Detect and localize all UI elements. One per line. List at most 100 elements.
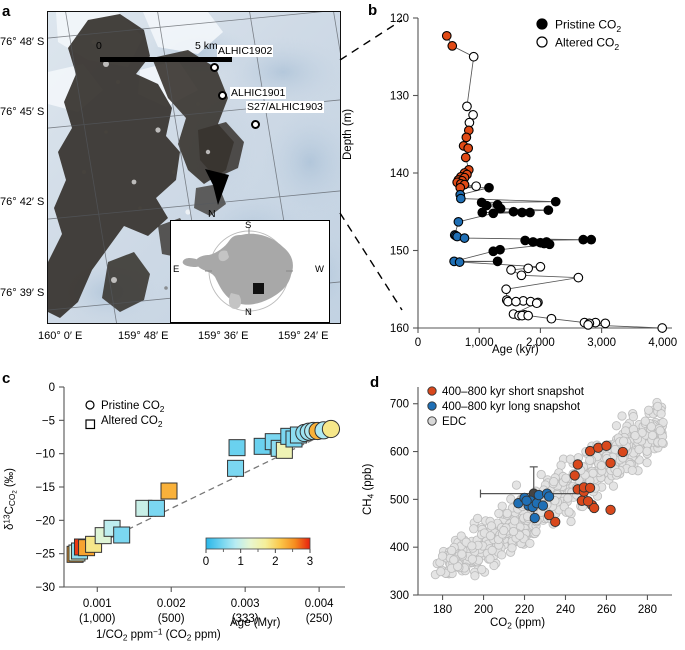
panel-d-legend: 400–800 kyr short snapshot 400–800 kyr lo… <box>427 386 585 428</box>
panel-c-ytick-3: −15 <box>35 482 55 494</box>
lon-label-3: 159° 24′ E <box>278 330 329 342</box>
panel-c-ytick-6: −30 <box>35 582 55 594</box>
panel-d-plot[interactable]: 300 400 500 600 700 180 200 220 240 260 280 400–800… <box>360 365 685 650</box>
panel-d-yaxis-title: CH4 (ppb) <box>362 464 375 515</box>
panel-d-ytick-0: 300 <box>390 590 409 602</box>
panel-d-xtick-3: 240 <box>556 604 575 616</box>
panel-b-axes: 120 130 140 150 160 0 1,000 2,000 3,000 4,000 <box>390 13 677 349</box>
panel-b-legend-marker-1 <box>536 36 548 48</box>
colorbar-tick-3: 3 <box>307 556 313 568</box>
panel-c-xtick-sub-0: (1,000) <box>79 613 116 625</box>
panel-c-legend-label-1: Altered CO2 <box>101 415 163 429</box>
panel-d-ytick-3: 600 <box>390 447 409 459</box>
panel-b-ytick-3: 150 <box>390 246 409 258</box>
lat-label-3: 76° 39′ S <box>0 287 45 299</box>
panel-c-colorbar[interactable]: 0 1 2 3 <box>203 537 313 568</box>
panel-b-plot[interactable]: 120 130 140 150 160 0 1,000 2,000 3,000 4,000 Pris… <box>360 0 685 365</box>
colorbar-tick-0: 0 <box>203 556 209 568</box>
scalebar-label-right: 5 km <box>195 40 218 52</box>
panel-c-xtick-sub-2: (333) <box>232 613 259 625</box>
north-arrow-label: N <box>208 208 216 220</box>
inset-direction-left: E <box>173 264 180 275</box>
colorbar-tick-2: 2 <box>272 556 278 568</box>
panel-c-xaxis-title: 1/CO2 ppm−1 (CO2 ppm) <box>96 627 221 642</box>
panel-b-ytick-4: 160 <box>390 323 409 335</box>
panel-c-xtick-sub-3: (250) <box>306 613 333 625</box>
panel-c-ytick-1: −5 <box>42 415 55 427</box>
panel-a-label: a <box>2 3 11 20</box>
panel-b-xaxis-title: Age (kyr) <box>492 344 539 356</box>
panel-b-xtick-1: 1,000 <box>465 337 494 349</box>
site-marker-alhic1901[interactable] <box>218 91 227 100</box>
panel-c-xtick-0: 0.001 <box>83 598 112 610</box>
panel-d-xaxis-title-text: CO2 (ppm) <box>490 617 546 631</box>
inset-antarctica-graphic <box>182 227 293 315</box>
panel-d-axes: 300 400 500 600 700 180 200 220 240 260 280 <box>390 387 672 616</box>
panel-b-yaxis-title-text: Depth (m) <box>342 108 354 160</box>
panel-c-ytick-4: −20 <box>35 515 55 527</box>
map-terrain <box>48 12 340 323</box>
lat-label-2: 76° 42′ S <box>0 196 45 208</box>
panel-d-legend-marker-0 <box>427 386 437 396</box>
site-marker-s27-alhic1903[interactable] <box>251 120 260 129</box>
lon-label-0: 160° 0′ E <box>38 330 83 342</box>
lat-label-0: 76° 48′ S <box>0 36 45 48</box>
panel-d-ytick-1: 400 <box>390 542 409 554</box>
panel-c-xtick-1: 0.002 <box>157 598 186 610</box>
inset-antarctica-map[interactable]: S N E W <box>170 220 330 323</box>
panel-d-legend-marker-1 <box>427 401 437 411</box>
panel-b-xtick-4: 4,000 <box>648 337 677 349</box>
panel-c-points[interactable] <box>66 419 341 563</box>
panel-d-yaxis-title-text: CH4 (ppb) <box>362 463 376 515</box>
panel-b-xaxis-title-text: Age (kyr) <box>492 344 539 356</box>
panel-a-map: a 76° 48′ S 76° 45′ S 76° 42′ S 76° 39′ … <box>0 0 360 365</box>
scalebar-label-left: 0 <box>96 40 102 52</box>
panel-c-axes: 0 −5 −10 −15 −20 −25 −30 0.001 (1,000) 0.002 (500)… <box>35 382 345 625</box>
panel-b-ytick-1: 130 <box>390 91 409 103</box>
site-label-s27-alhic1903: S27/ALHIC1903 <box>246 101 324 113</box>
panel-c-xaxis-title-text: 1/CO2 ppm−1 (CO2 ppm) <box>96 627 221 643</box>
panel-d-legend-marker-2 <box>427 416 437 426</box>
lat-label-1: 76° 45′ S <box>0 106 45 118</box>
panel-d-legend-label-2: EDC <box>442 416 466 428</box>
panel-b-label: b <box>368 2 378 19</box>
colorbar-tick-1: 1 <box>237 556 243 568</box>
site-marker-alhic1902[interactable] <box>210 63 219 72</box>
panel-c-legend-label-0: Pristine CO2 <box>101 400 165 414</box>
north-arrow-icon <box>205 169 229 205</box>
panel-c-isotope-chart: c 0 −5 −10 −15 −20 −25 −30 0.001 (1,000) 0.002 (50… <box>0 365 360 650</box>
map-scalebar <box>100 57 232 62</box>
lon-label-2: 159° 36′ E <box>198 330 249 342</box>
panel-d-label: d <box>370 374 380 391</box>
panel-d-ch4-co2-chart: d 300 400 500 600 700 180 200 220 240 260 280 400–8… <box>360 365 685 650</box>
panel-c-xtick-sub-1: (500) <box>158 613 185 625</box>
panel-c-xtick-2: 0.003 <box>231 598 260 610</box>
colorbar-title: Age (Myr) <box>230 617 281 629</box>
panel-c-xtick-3: 0.004 <box>305 598 334 610</box>
panel-d-legend-label-1: 400–800 kyr long snapshot <box>442 401 581 413</box>
panel-c-ytick-2: −10 <box>35 449 55 461</box>
panel-b-legend-label-1: Altered CO2 <box>555 36 619 53</box>
panel-b-points[interactable] <box>441 30 668 333</box>
panel-b-connector <box>446 35 663 329</box>
inset-direction-right: W <box>315 264 324 275</box>
site-label-alhic1902: ALHIC1902 <box>217 45 274 57</box>
panel-d-xtick-5: 280 <box>638 604 657 616</box>
panel-d-xtick-1: 200 <box>474 604 493 616</box>
panel-d-ytick-2: 500 <box>390 494 409 506</box>
inset-direction-bottom: N <box>245 307 252 318</box>
site-label-alhic1901: ALHIC1901 <box>230 87 287 99</box>
map-image[interactable]: 0 5 km ALHIC1902 ALHIC1901 S27/ALHIC1903… <box>47 11 341 324</box>
panel-b-depth-age-chart: b 120 130 140 150 160 0 1,000 2,000 3,000 4,000 Pr… <box>342 0 685 365</box>
panel-b-xtick-0: 0 <box>415 337 421 349</box>
panel-d-ytick-4: 700 <box>390 399 409 411</box>
panel-c-ytick-5: −25 <box>35 549 55 561</box>
panel-c-plot[interactable]: 0 −5 −10 −15 −20 −25 −30 0.001 (1,000) 0.002 (500)… <box>0 365 360 650</box>
panel-b-legend-marker-0 <box>536 18 548 30</box>
panel-b-legend-label-0: Pristine CO2 <box>555 18 621 35</box>
panel-c-legend-marker-1 <box>85 419 96 430</box>
panel-d-xtick-4: 260 <box>597 604 616 616</box>
panel-d-snapshot-points[interactable] <box>513 440 628 527</box>
